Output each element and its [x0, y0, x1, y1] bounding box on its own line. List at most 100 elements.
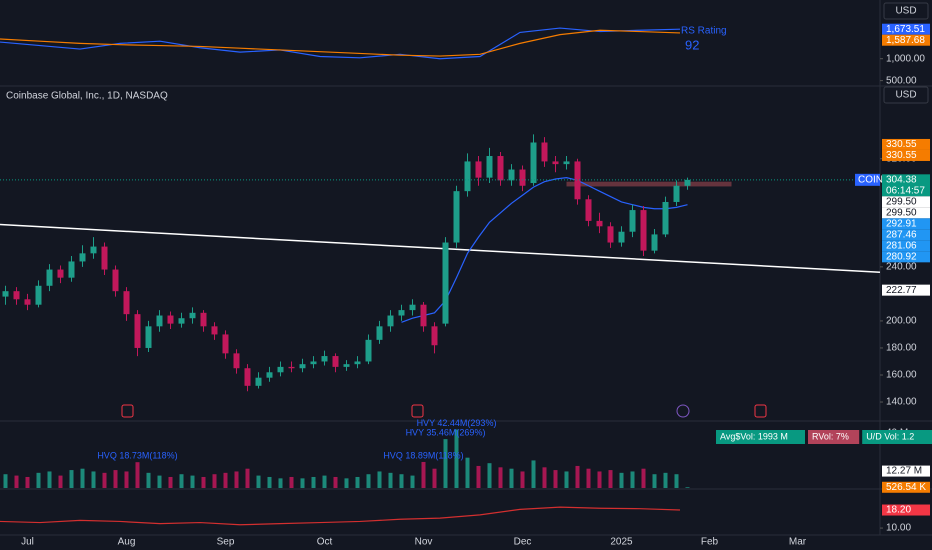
- candle-body: [651, 234, 658, 251]
- candle-body: [508, 169, 515, 181]
- volume-bar: [25, 476, 30, 488]
- price-label-box: [882, 174, 930, 197]
- volume-bar: [47, 471, 52, 488]
- volume-bar: [190, 475, 195, 488]
- price-label: 330.55: [886, 139, 917, 150]
- price-label-box: [882, 481, 930, 493]
- candle-body: [442, 242, 449, 324]
- candle-body: [475, 161, 482, 178]
- volume-bar: [212, 474, 217, 488]
- earnings-icon[interactable]: [121, 404, 134, 418]
- volume-bar: [36, 472, 41, 488]
- candle-body: [123, 291, 130, 315]
- candle-body: [277, 366, 284, 373]
- candle-body: [57, 269, 64, 278]
- x-tick-label: Nov: [415, 537, 433, 548]
- price-label: 287.46: [886, 229, 917, 240]
- candle-body: [497, 156, 504, 181]
- volume-bar: [267, 476, 272, 488]
- y-tick-label: 10.00: [886, 523, 911, 534]
- candle-body: [684, 179, 691, 186]
- volume-annotation: HVQ 18.73M(118%): [97, 451, 177, 461]
- volume-bar: [520, 471, 525, 488]
- volume-bar: [333, 476, 338, 488]
- volume-bar: [542, 467, 547, 488]
- volume-bar: [531, 460, 536, 488]
- candle-body: [376, 326, 383, 340]
- candle-body: [156, 315, 163, 327]
- candle-body: [409, 304, 416, 311]
- candle-body: [233, 353, 240, 369]
- price-label: 281.06: [886, 240, 917, 251]
- candle-body: [420, 304, 427, 327]
- volume-bar: [432, 468, 437, 488]
- volume-bar: [113, 470, 118, 488]
- candle-body: [607, 226, 614, 243]
- price-label: 222.77: [886, 285, 917, 296]
- volume-bar: [223, 472, 228, 488]
- price-label-box: [882, 23, 930, 35]
- badge: [862, 430, 932, 444]
- candle-body: [541, 142, 548, 162]
- price-label: 292.91: [886, 218, 917, 229]
- series-line: [0, 506, 681, 526]
- candle-body: [673, 185, 680, 202]
- volume-bar: [443, 439, 448, 488]
- volume-annotation: HVY 35.46M(269%): [406, 427, 486, 437]
- volume-bar: [641, 468, 646, 488]
- price-label: 1,587.68: [886, 35, 925, 46]
- candle-body: [24, 299, 31, 305]
- y-tick-label: 140.00: [886, 397, 917, 408]
- candle-body: [464, 161, 471, 192]
- price-label-box: [882, 196, 930, 208]
- candle-body: [354, 361, 361, 365]
- currency-box[interactable]: [883, 86, 929, 104]
- volume-bar: [157, 475, 162, 488]
- y-tick-label: 500.00: [886, 75, 917, 86]
- badge-label: RVol: 7%: [812, 431, 849, 441]
- price-label: 299.50: [886, 207, 917, 218]
- candle-body: [585, 199, 592, 221]
- badge-label: Avg$Vol: 1993 M: [720, 431, 788, 441]
- candle-body: [145, 326, 152, 348]
- x-tick-label: Feb: [701, 537, 719, 548]
- candle-body: [178, 318, 185, 324]
- volume-bar: [465, 457, 470, 488]
- candle-body: [398, 310, 405, 316]
- currency-box[interactable]: [883, 2, 929, 20]
- price-label-box: [882, 138, 930, 150]
- volume-bar: [3, 474, 8, 488]
- price-label-box: [882, 284, 930, 296]
- volume-bar: [102, 472, 107, 488]
- trendline: [0, 223, 881, 274]
- price-label: 280.92: [886, 251, 917, 262]
- price-label-box: [882, 465, 930, 477]
- volume-bar: [652, 474, 657, 488]
- y-tick-label: 240.00: [886, 261, 917, 272]
- x-tick-label: Aug: [118, 537, 136, 548]
- volume-bar: [14, 475, 19, 488]
- volume-bar: [322, 475, 327, 488]
- price-label-box: [882, 251, 930, 263]
- earnings-icon[interactable]: [754, 404, 767, 418]
- price-label-box: [882, 218, 930, 230]
- volume-bar: [608, 470, 613, 488]
- candle-body: [79, 253, 86, 262]
- volume-annotation: HVY 42.44M(293%): [417, 418, 497, 428]
- candle-body: [365, 339, 372, 362]
- volume-bar: [487, 463, 492, 488]
- volume-bar: [58, 475, 63, 488]
- volume-bar: [201, 476, 206, 488]
- candle-body: [90, 246, 97, 254]
- volume-bar: [179, 474, 184, 488]
- volume-bar: [685, 487, 690, 488]
- candle-body: [222, 334, 229, 354]
- x-tick-label: Jul: [21, 537, 34, 548]
- candle-body: [299, 364, 306, 369]
- earnings-icon[interactable]: [411, 404, 424, 418]
- currency: USD: [895, 90, 916, 101]
- candle-body: [563, 161, 570, 165]
- y-tick-label: 200.00: [886, 316, 917, 327]
- event-icon[interactable]: [676, 404, 690, 418]
